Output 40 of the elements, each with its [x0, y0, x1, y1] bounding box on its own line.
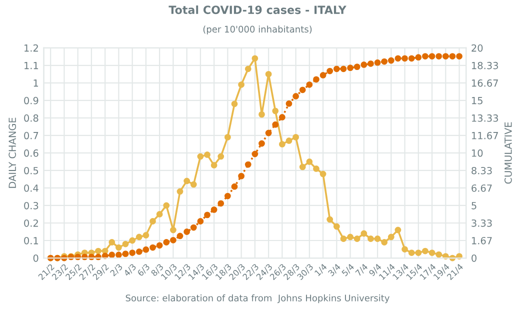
x-tick-label: 3/4 [328, 263, 342, 277]
x-tick-label: 8/3 [150, 263, 164, 277]
y2-tick-label: 0 [472, 254, 476, 262]
y2-tick-label: 10 [472, 149, 483, 157]
y-tick-label: 0.1 [24, 236, 38, 244]
y-tick-label: 0.4 [24, 184, 38, 192]
x-tick-label: 4/3 [123, 263, 137, 278]
x-tick-label: 6/3 [136, 263, 150, 277]
y-tick-label: 0.8 [24, 114, 38, 122]
y2-tick-label: 15 [472, 97, 482, 104]
chart-subtitle: (per 10'000 inhabitants) [203, 26, 312, 34]
y2-tick-label: 8.33 [472, 166, 492, 174]
y-tick-label: 1.2 [24, 44, 38, 52]
y2-tick-label: 1.67 [472, 236, 492, 244]
y2-tick-label: 20 [472, 44, 483, 52]
y-tick-label: 1.1 [24, 62, 38, 70]
y-axis-title: DAILY CHANGE [8, 118, 16, 188]
y-tick-label: 0.9 [24, 96, 38, 104]
y-tick-label: 0.2 [24, 219, 38, 227]
y-tick-label: 1 [34, 80, 38, 87]
source-note: Source: elaboration of data from Johns Hopkins University [126, 294, 390, 304]
y2-tick-label: 16.67 [472, 79, 498, 87]
x-tick-label: 2/3 [110, 263, 124, 277]
x-tick-label: 9/4 [368, 263, 382, 278]
x-tick-label: 5/4 [341, 263, 355, 277]
y2-tick-label: 11.67 [472, 132, 498, 140]
x-tick-label: 1/4 [314, 263, 328, 277]
y2-tick-label: 3.33 [472, 219, 492, 227]
chart-title: Total COVID-19 cases - ITALY [168, 5, 346, 14]
y-tick-label: 0.6 [24, 149, 38, 157]
y-tick-label: 0.7 [24, 132, 38, 140]
y2-tick-label: 13.33 [472, 114, 498, 122]
y-tick-label: 0.3 [24, 202, 38, 210]
y2-tick-label: 6.67 [472, 184, 492, 192]
x-tick-label: 7/4 [355, 263, 369, 277]
y2-tick-label: 18.33 [472, 62, 498, 70]
y2-tick-label: 5 [472, 202, 476, 210]
y-tick-label: 0 [33, 254, 38, 262]
y-tick-label: 0.5 [24, 166, 38, 174]
y2-axis-title: CUMULATIVE [504, 122, 512, 184]
